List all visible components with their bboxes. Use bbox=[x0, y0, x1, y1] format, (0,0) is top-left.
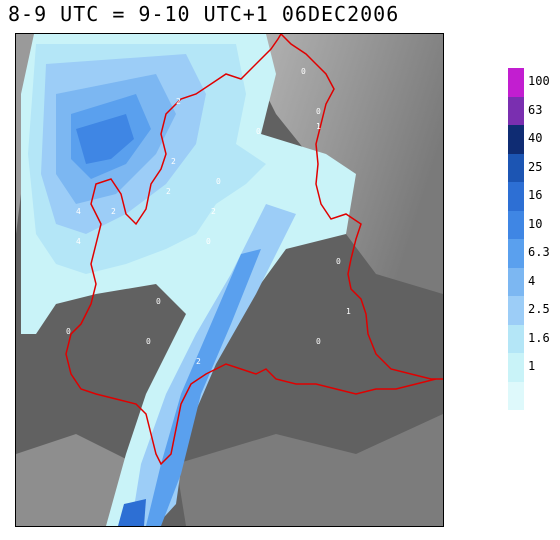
legend-label: 25 bbox=[528, 159, 543, 174]
station-value: 0 bbox=[146, 337, 151, 346]
precip-band-6 bbox=[76, 114, 134, 164]
legend-swatch bbox=[508, 153, 524, 182]
station-value: 0 bbox=[206, 237, 211, 246]
station-value: 2 bbox=[211, 207, 216, 216]
station-value: 2 bbox=[176, 97, 181, 106]
station-value: 1 bbox=[316, 122, 321, 131]
station-value: 0 bbox=[336, 257, 341, 266]
legend-label: 2.5 bbox=[528, 302, 550, 317]
station-value: 4 bbox=[76, 237, 81, 246]
legend-swatch bbox=[508, 182, 524, 211]
mountain-terrain-south bbox=[176, 414, 443, 526]
precipitation-map: 0 2 4 0 2 2 1 0 0 2 4 2 0 0 0 1 0 0 2 0 bbox=[15, 33, 444, 527]
map-title: 8-9 UTC = 9-10 UTC+1 06DEC2006 bbox=[8, 2, 400, 26]
legend-label: 1 bbox=[528, 359, 536, 374]
legend-label: 4 bbox=[528, 273, 536, 288]
station-value: 4 bbox=[76, 207, 81, 216]
legend-label: 100 bbox=[528, 74, 550, 89]
legend-label: 10 bbox=[528, 216, 543, 231]
station-value: 2 bbox=[166, 187, 171, 196]
station-value: 0 bbox=[216, 177, 221, 186]
station-value: 1 bbox=[346, 307, 351, 316]
legend-label: 1.6 bbox=[528, 330, 550, 345]
legend-label: 63 bbox=[528, 102, 543, 117]
station-value: 0 bbox=[256, 127, 261, 136]
precip-valley-peak bbox=[118, 499, 146, 526]
legend-swatch bbox=[508, 324, 524, 353]
station-value: 0 bbox=[66, 327, 71, 336]
station-value: 2 bbox=[111, 207, 116, 216]
legend-swatch bbox=[508, 68, 524, 97]
map-canvas: 0 2 4 0 2 2 1 0 0 2 4 2 0 0 0 1 0 0 2 0 bbox=[16, 34, 443, 526]
legend-swatch bbox=[508, 267, 524, 296]
station-value: 0 bbox=[316, 107, 321, 116]
station-value: 2 bbox=[196, 357, 201, 366]
region-boundary bbox=[65, 34, 443, 466]
station-value: 0 bbox=[156, 297, 161, 306]
station-value: 0 bbox=[301, 67, 306, 76]
legend-label: 6.3 bbox=[528, 245, 550, 260]
legend-swatch bbox=[508, 210, 524, 239]
legend-swatch bbox=[508, 296, 524, 325]
legend-swatch bbox=[508, 239, 524, 268]
legend-swatch bbox=[508, 96, 524, 125]
legend-swatch bbox=[508, 381, 524, 410]
legend-label: 40 bbox=[528, 131, 543, 146]
station-value: 0 bbox=[316, 337, 321, 346]
station-values-layer: 0 2 4 0 2 2 1 0 0 2 4 2 0 0 0 1 0 0 2 0 bbox=[66, 67, 351, 366]
station-value: 2 bbox=[171, 157, 176, 166]
legend-swatch bbox=[508, 353, 524, 382]
legend-label: 16 bbox=[528, 188, 543, 203]
precip-valley-core bbox=[146, 249, 261, 526]
legend-swatch bbox=[508, 125, 524, 154]
